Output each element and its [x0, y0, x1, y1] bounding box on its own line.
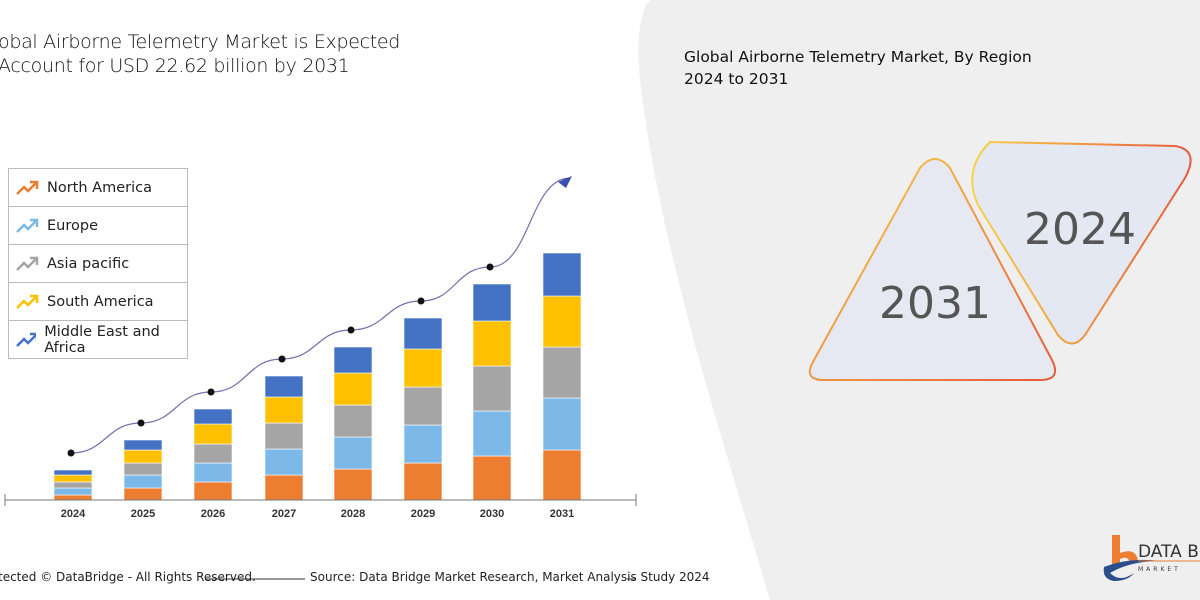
bar-2029-middle-east-and-africa [403, 317, 443, 350]
legend-label: Asia pacific [47, 255, 130, 272]
bar-2026-middle-east-and-africa [193, 408, 233, 425]
bar-2027-north-america [264, 474, 304, 501]
legend-label: Europe [47, 217, 98, 234]
trend-point-2026 [207, 388, 215, 396]
bar-2029-europe [403, 424, 443, 464]
trend-arrow-icon [16, 218, 39, 233]
trend-point-2029 [417, 297, 425, 305]
bar-2028-asia-pacific [333, 404, 373, 438]
trend-point-2028 [347, 326, 355, 334]
bar-2025-middle-east-and-africa [123, 439, 163, 451]
region-title-line-2: 2024 to 2031 [684, 70, 789, 88]
bar-2028-north-america [333, 468, 373, 501]
trend-arrow-icon [558, 176, 572, 188]
year-label-2024: 2024 [1024, 204, 1136, 255]
bar-2029-asia-pacific [403, 386, 443, 426]
bar-2030-asia-pacific [472, 365, 512, 412]
bar-2031-europe [542, 397, 582, 451]
trend-point-2030 [486, 263, 494, 271]
x-tick-label: 2029 [410, 508, 436, 520]
trend-arrow-icon [16, 294, 39, 309]
year-label-2031: 2031 [879, 278, 991, 329]
bar-2026-europe [193, 462, 233, 483]
bar-2027-south-america [264, 396, 304, 424]
bar-2025-south-america [123, 449, 163, 464]
x-tick-label: 2030 [479, 508, 505, 520]
bar-2025-asia-pacific [123, 462, 163, 476]
trend-point-2024 [67, 449, 75, 457]
bar-2030-north-america [472, 455, 512, 501]
trend-arrow-icon [16, 180, 39, 195]
bar-2030-middle-east-and-africa [472, 283, 512, 322]
bar-2027-middle-east-and-africa [264, 375, 304, 398]
source-text: Source: Data Bridge Market Research, Mar… [310, 570, 710, 584]
trend-point-2027 [278, 355, 286, 363]
bar-2027-europe [264, 448, 304, 476]
trend-point-2025 [137, 419, 145, 427]
bar-2030-europe [472, 410, 512, 457]
bar-2025-europe [123, 474, 163, 489]
bar-2031-asia-pacific [542, 346, 582, 399]
legend-item: North America [9, 169, 187, 207]
x-tick-label: 2027 [271, 508, 297, 520]
bar-2026-asia-pacific [193, 443, 233, 464]
bar-2024-europe [53, 487, 93, 496]
bar-2031-middle-east-and-africa [542, 252, 582, 297]
svg-text:DATA B: DATA B [1138, 542, 1199, 562]
x-tick-label: 2024 [60, 508, 86, 520]
bar-2028-middle-east-and-africa [333, 346, 373, 374]
copyright-text: tected © DataBridge - All Rights Reserve… [0, 570, 256, 584]
legend-item: Middle East and Africa [9, 321, 187, 358]
bar-2024-south-america [53, 474, 93, 483]
page-title: obal Airborne Telemetry Market is Expect… [0, 30, 400, 78]
chart-legend: North America Europe Asia pacific South Ame… [8, 168, 188, 359]
bar-2031-north-america [542, 449, 582, 501]
legend-label: North America [47, 179, 152, 196]
title-line-2: Account for USD 22.62 billion by 2031 [0, 55, 350, 77]
legend-item: Asia pacific [9, 245, 187, 283]
bar-2026-north-america [193, 481, 233, 501]
triangle-2031 [808, 158, 1056, 381]
x-tick-label: 2026 [200, 508, 226, 520]
bar-2027-asia-pacific [264, 422, 304, 450]
title-line-1: obal Airborne Telemetry Market is Expect… [0, 31, 401, 53]
region-title-line-1: Global Airborne Telemetry Market, By Reg… [684, 48, 1032, 66]
bar-2028-south-america [333, 372, 373, 406]
legend-label: South America [47, 293, 154, 310]
bar-2024-north-america [53, 494, 93, 501]
bar-2030-south-america [472, 320, 512, 367]
trend-arrow-icon [16, 256, 39, 271]
x-tick-label: 2025 [130, 508, 156, 520]
bar-2029-south-america [403, 348, 443, 388]
bar-2026-south-america [193, 423, 233, 445]
bar-2029-north-america [403, 462, 443, 501]
triangle-2024 [971, 140, 1192, 345]
legend-item: Europe [9, 207, 187, 245]
bar-2028-europe [333, 436, 373, 470]
bar-2024-asia-pacific [53, 481, 93, 489]
svg-text:MARKET: MARKET [1138, 566, 1181, 573]
legend-item: South America [9, 283, 187, 321]
bar-2024-middle-east-and-africa [53, 469, 93, 476]
region-title: Global Airborne Telemetry Market, By Reg… [684, 46, 1032, 90]
x-tick-label: 2031 [549, 508, 575, 520]
bar-2031-south-america [542, 295, 582, 348]
stacked-bar-chart [53, 176, 582, 501]
bar-2025-north-america [123, 487, 163, 501]
legend-label: Middle East and Africa [44, 323, 160, 356]
databridge-logo: DATA B MARKET [1100, 533, 1200, 588]
x-tick-label: 2028 [340, 508, 366, 520]
trend-arrow-icon [16, 332, 37, 347]
